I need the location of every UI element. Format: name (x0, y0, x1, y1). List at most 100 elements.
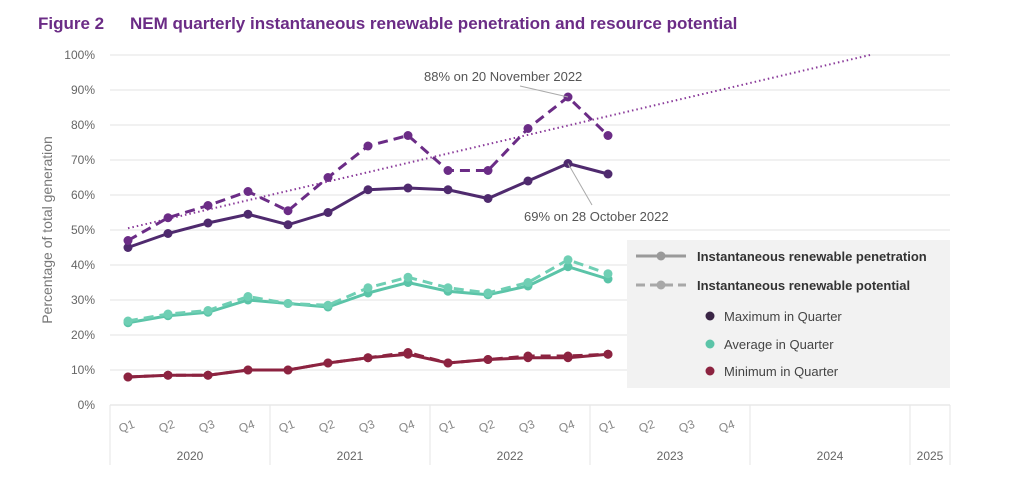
data-point-min_pot (523, 351, 533, 361)
legend-item: Maximum in Quarter (724, 309, 842, 324)
x-quarter-label: Q3 (677, 417, 697, 436)
x-year-label: 2025 (917, 449, 944, 463)
data-point-max_pen (243, 209, 253, 219)
data-point-max_pot (163, 213, 173, 223)
data-point-min_pot (603, 349, 613, 359)
trendline (127, 54, 871, 230)
data-point-max_pen (203, 218, 213, 228)
data-point-max_pot (403, 131, 413, 140)
data-point-avg_pot (363, 283, 373, 293)
data-point-min_pot (483, 355, 493, 364)
x-quarter-label: Q4 (717, 417, 737, 436)
data-point-avg_pot (203, 306, 213, 315)
data-point-min_pot (563, 351, 573, 361)
data-point-max_pot (283, 206, 293, 216)
data-point-max_pen (483, 194, 493, 203)
x-quarter-label: Q4 (557, 417, 577, 436)
data-point-min_pot (283, 365, 293, 375)
y-tick-label: 0% (78, 398, 96, 412)
data-point-avg_pot (443, 283, 453, 293)
y-tick-label: 60% (71, 188, 95, 202)
data-point-max_pot (123, 236, 133, 245)
data-point-avg_pot (243, 292, 253, 301)
legend-box (627, 240, 950, 388)
data-point-min_pot (363, 353, 373, 363)
data-point-min_pot (443, 358, 453, 368)
y-tick-label: 10% (71, 363, 95, 377)
legend-item: Instantaneous renewable penetration (697, 249, 927, 264)
data-point-avg_pot (163, 309, 173, 319)
x-quarter-label: Q2 (317, 417, 337, 436)
data-point-max_pot (203, 201, 213, 210)
x-year-label: 2020 (177, 449, 204, 463)
data-point-max_pen (123, 243, 133, 252)
x-year-label: 2024 (817, 449, 844, 463)
data-point-avg_pot (123, 316, 133, 326)
data-point-max_pot (523, 124, 533, 133)
legend-marker (705, 339, 715, 349)
data-point-max_pen (523, 176, 533, 186)
data-point-avg_pot (563, 255, 573, 265)
legend-item: Instantaneous renewable potential (697, 278, 910, 293)
legend-marker (656, 251, 666, 261)
x-quarter-label: Q4 (237, 417, 257, 436)
x-quarter-label: Q2 (477, 417, 497, 436)
x-quarter-label: Q1 (277, 417, 297, 436)
y-tick-label: 30% (71, 293, 95, 307)
y-tick-label: 90% (71, 83, 95, 97)
y-axis-label: Percentage of total generation (39, 136, 55, 324)
data-point-max_pot (323, 173, 333, 182)
data-point-avg_pot (523, 278, 533, 287)
x-quarter-label: Q1 (597, 417, 617, 436)
data-point-avg_pot (403, 272, 413, 282)
data-point-max_pen (323, 208, 333, 217)
y-tick-label: 40% (71, 258, 95, 272)
data-point-avg_pot (483, 288, 493, 298)
y-tick-label: 20% (71, 328, 95, 342)
legend-marker (656, 280, 666, 290)
x-quarter-label: Q3 (517, 417, 537, 436)
annotation-max-penetration: 69% on 28 October 2022 (524, 209, 669, 224)
data-point-max_pen (443, 185, 453, 195)
data-point-avg_pen (563, 262, 573, 272)
data-point-avg_pot (603, 269, 613, 279)
legend-item: Minimum in Quarter (724, 364, 839, 379)
figure-label: Figure 2 (38, 14, 105, 33)
y-tick-label: 100% (64, 48, 95, 62)
data-point-max_pen (363, 185, 373, 195)
data-point-min_pot (323, 358, 333, 368)
data-point-max_pen (163, 229, 173, 238)
data-point-max_pot (483, 166, 493, 175)
data-point-avg_pot (283, 299, 293, 308)
x-year-label: 2021 (337, 449, 364, 463)
data-point-min_pot (403, 348, 413, 357)
x-year-label: 2022 (497, 449, 524, 463)
data-point-min_pot (203, 370, 213, 380)
annotation-leader (567, 163, 593, 206)
title-text: NEM quarterly instantaneous renewable pe… (130, 14, 738, 33)
annotation-leader (519, 85, 569, 98)
x-quarter-label: Q3 (197, 417, 217, 436)
y-tick-label: 80% (71, 118, 95, 132)
x-quarter-label: Q1 (437, 417, 457, 436)
data-point-min_pot (163, 370, 173, 380)
x-quarter-label: Q2 (157, 417, 177, 436)
legend-item: Average in Quarter (724, 337, 834, 352)
series-line-max_pen (127, 161, 609, 249)
y-tick-label: 70% (71, 153, 95, 167)
x-quarter-label: Q3 (357, 417, 377, 436)
x-quarter-label: Q4 (397, 417, 417, 436)
x-quarter-label: Q2 (637, 417, 657, 436)
legend-marker (705, 311, 715, 321)
data-point-min_pot (243, 365, 253, 375)
data-point-max_pot (363, 141, 373, 151)
y-tick-label: 50% (71, 223, 95, 237)
data-point-max_pot (603, 131, 613, 140)
data-point-max_pen (603, 169, 613, 179)
legend-marker (705, 366, 715, 376)
annotation-max-potential: 88% on 20 November 2022 (424, 69, 582, 84)
figure-title: Figure 2 NEM quarterly instantaneous rene… (38, 14, 737, 34)
data-point-min_pot (123, 372, 133, 382)
x-quarter-label: Q1 (117, 417, 137, 436)
